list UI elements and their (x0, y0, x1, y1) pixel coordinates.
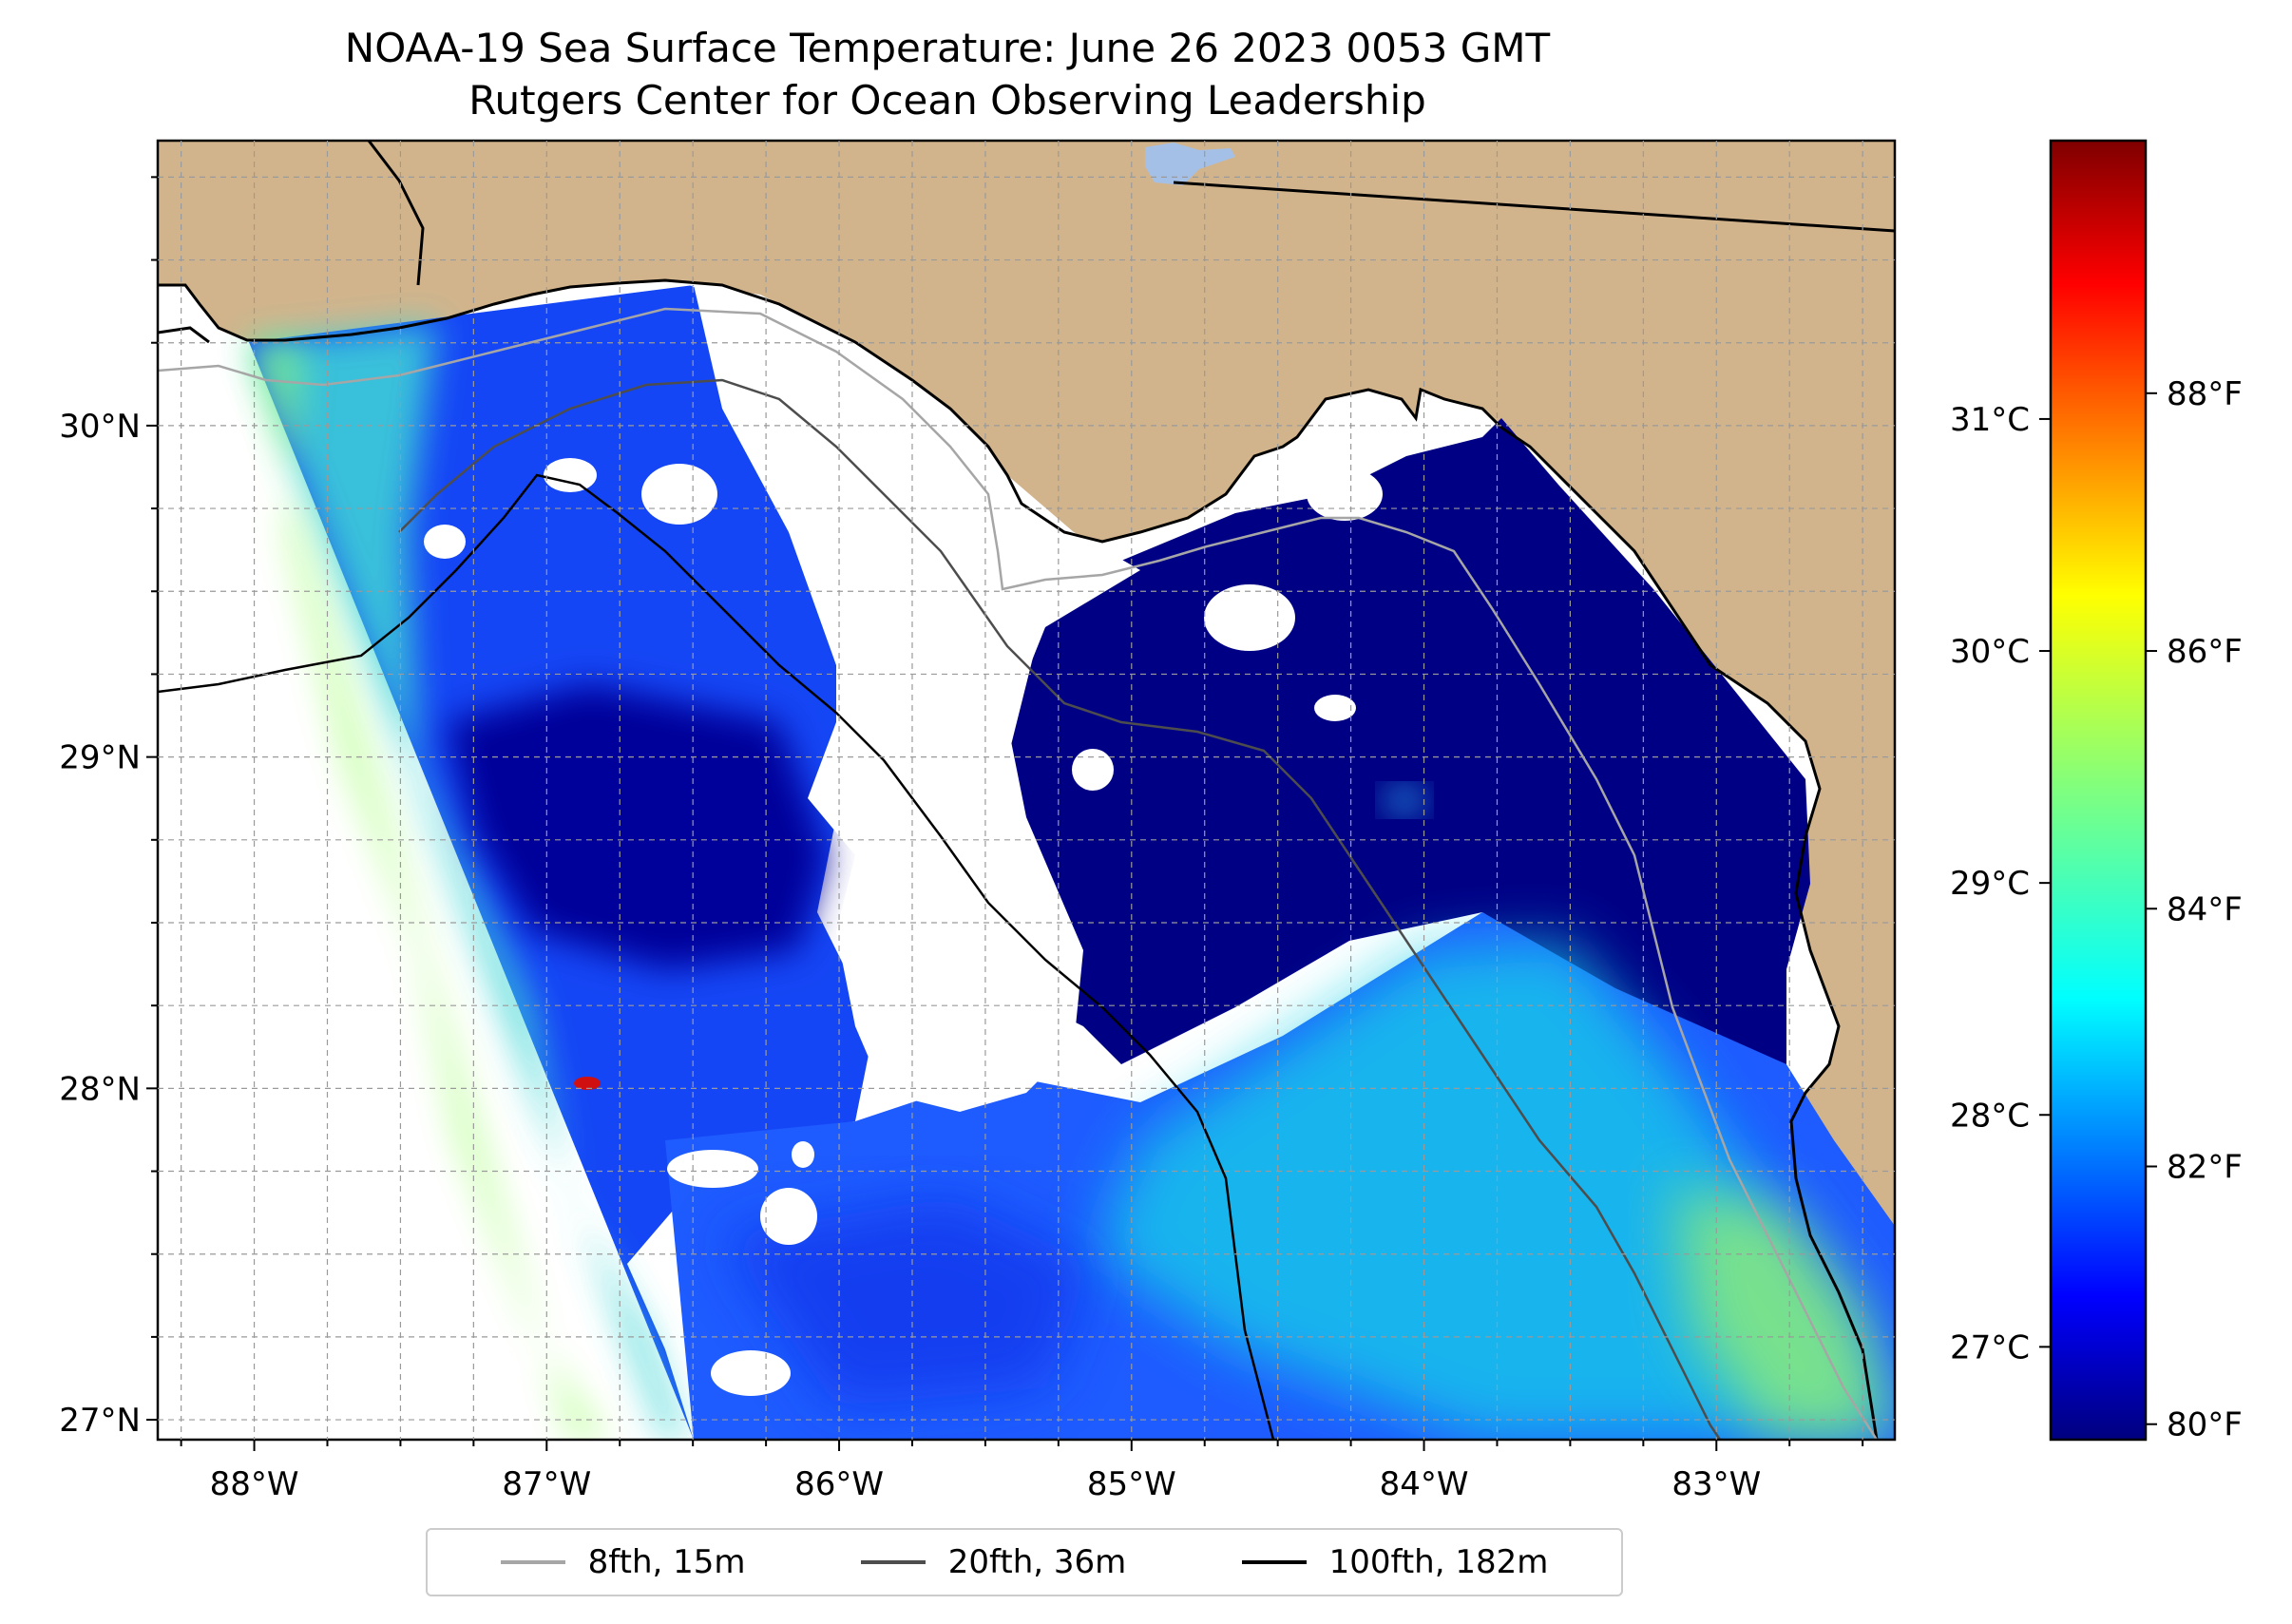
state-boundary-ga (1173, 181, 1895, 233)
graticule (146, 141, 1895, 1451)
colorbar-label-f: 86°F (2167, 633, 2243, 671)
colorbar-label-c: 29°C (1950, 865, 2030, 903)
colorbar-label-f: 88°F (2167, 375, 2243, 413)
legend-line-100fth (1241, 1560, 1307, 1564)
legend-item-100fth: 100fth, 182m (1241, 1543, 1549, 1581)
legend-line-20fth (860, 1560, 926, 1564)
lon-tick-label: 83°W (1671, 1465, 1761, 1503)
axis-labels: 30°N 29°N 28°N 27°N 88°W 87°W 86°W 85°W 84°W 83°W (59, 408, 1761, 1503)
colorbar-label-c: 27°C (1950, 1328, 2030, 1366)
chart-title: NOAA-19 Sea Surface Temperature: June 26… (344, 25, 1551, 71)
sst-cool-core (447, 684, 827, 969)
sst-field (249, 285, 1895, 1440)
chart-subtitle: Rutgers Center for Ocean Observing Leade… (468, 77, 1426, 124)
colorbar-label-f: 82°F (2167, 1148, 2243, 1186)
lat-tick-label: 27°N (59, 1402, 141, 1440)
sst-west-warm (249, 323, 684, 1440)
legend-label-8fth: 8fth, 15m (587, 1543, 746, 1581)
cloud-gap-central (689, 285, 1140, 1112)
colorbar-ticks: 27°C 28°C 29°C 30°C 31°C 80°F 82°F 84°F 86°F 88°F (1950, 375, 2243, 1444)
colorbar-label-f: 84°F (2167, 890, 2243, 928)
colorbar-label-f: 80°F (2167, 1406, 2243, 1444)
colorbar-label-c: 31°C (1950, 401, 2030, 439)
lon-tick-label: 84°W (1380, 1465, 1469, 1503)
lon-tick-label: 87°W (502, 1465, 591, 1503)
lake (1145, 143, 1235, 185)
colorbar-label-c: 30°C (1950, 633, 2030, 671)
map-frame (156, 139, 1897, 1442)
isobath-100fth (158, 473, 1275, 1440)
map-area (158, 141, 1895, 1440)
legend-line-8fth (500, 1560, 565, 1564)
land-mass (158, 141, 1895, 1440)
lat-tick-label: 28°N (59, 1070, 141, 1108)
lat-tick-label: 30°N (59, 408, 141, 446)
colorbar (2049, 139, 2148, 1442)
lon-tick-label: 88°W (210, 1465, 299, 1503)
legend-label-20fth: 20fth, 36m (947, 1543, 1127, 1581)
legend-item-20fth: 20fth, 36m (860, 1543, 1127, 1581)
state-boundary (367, 141, 425, 286)
coastline (158, 278, 1879, 1440)
colorbar-label-c: 28°C (1950, 1097, 2030, 1135)
lat-tick-label: 29°N (59, 739, 141, 777)
legend-item-8fth: 8fth, 15m (500, 1543, 746, 1581)
legend-label-100fth: 100fth, 182m (1328, 1543, 1549, 1581)
lon-tick-label: 85°W (1087, 1465, 1176, 1503)
isobath-legend: 8fth, 15m 20fth, 36m 100fth, 182m (426, 1528, 1623, 1596)
isobath-8fth (158, 307, 1879, 1440)
isobath-20fth (398, 378, 1722, 1440)
sst-big-bend (1007, 418, 1810, 1064)
lon-tick-label: 86°W (794, 1465, 884, 1503)
sst-hotspot (574, 1077, 601, 1090)
